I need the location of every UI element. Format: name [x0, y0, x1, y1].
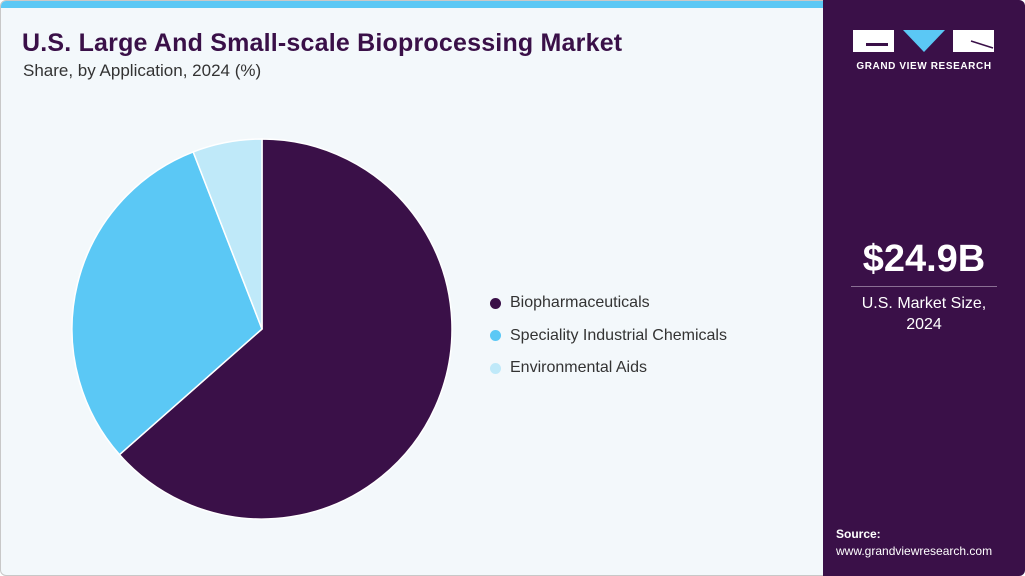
legend-dot-icon [490, 297, 501, 309]
chart-panel: U.S. Large And Small-scale Bioprocessing… [0, 0, 826, 576]
chart-subtitle: Share, by Application, 2024 (%) [23, 61, 262, 80]
summary-panel: GRAND VIEW RESEARCH $24.9B U.S. Market S… [823, 0, 1025, 576]
legend-item: Environmental Aids [490, 352, 727, 385]
source-url: www.grandviewresearch.com [836, 544, 993, 558]
accent-strip [1, 1, 825, 8]
source-label: Source: [836, 527, 881, 541]
divider [851, 286, 997, 287]
legend-label: Biopharmaceuticals [510, 294, 650, 312]
pie-slice-speciality-industrial-chemicals [71, 150, 263, 456]
market-size-caption: U.S. Market Size, 2024 [823, 293, 1025, 335]
pie-slice-biopharmaceuticals [118, 138, 453, 520]
legend-label: Speciality Industrial Chemicals [510, 326, 727, 344]
legend-dot-icon [490, 330, 501, 342]
caption-line-2: 2024 [906, 316, 942, 333]
logo-text: GRAND VIEW RESEARCH [856, 61, 992, 72]
chart-title: U.S. Large And Small-scale Bioprocessing… [22, 29, 623, 57]
pie-chart [71, 138, 453, 520]
legend: Biopharmaceuticals Speciality Industrial … [490, 287, 727, 385]
pie-slice-environmental-aids [192, 138, 263, 330]
market-size-value: $24.9B [862, 238, 986, 280]
legend-label: Environmental Aids [510, 359, 647, 377]
caption-line-1: U.S. Market Size, [861, 295, 987, 312]
legend-item: Biopharmaceuticals [490, 287, 727, 320]
legend-dot-icon [490, 362, 501, 374]
gvr-logo [853, 30, 994, 52]
legend-item: Speciality Industrial Chemicals [490, 320, 727, 353]
source: Source: www.grandviewresearch.com [836, 526, 992, 560]
